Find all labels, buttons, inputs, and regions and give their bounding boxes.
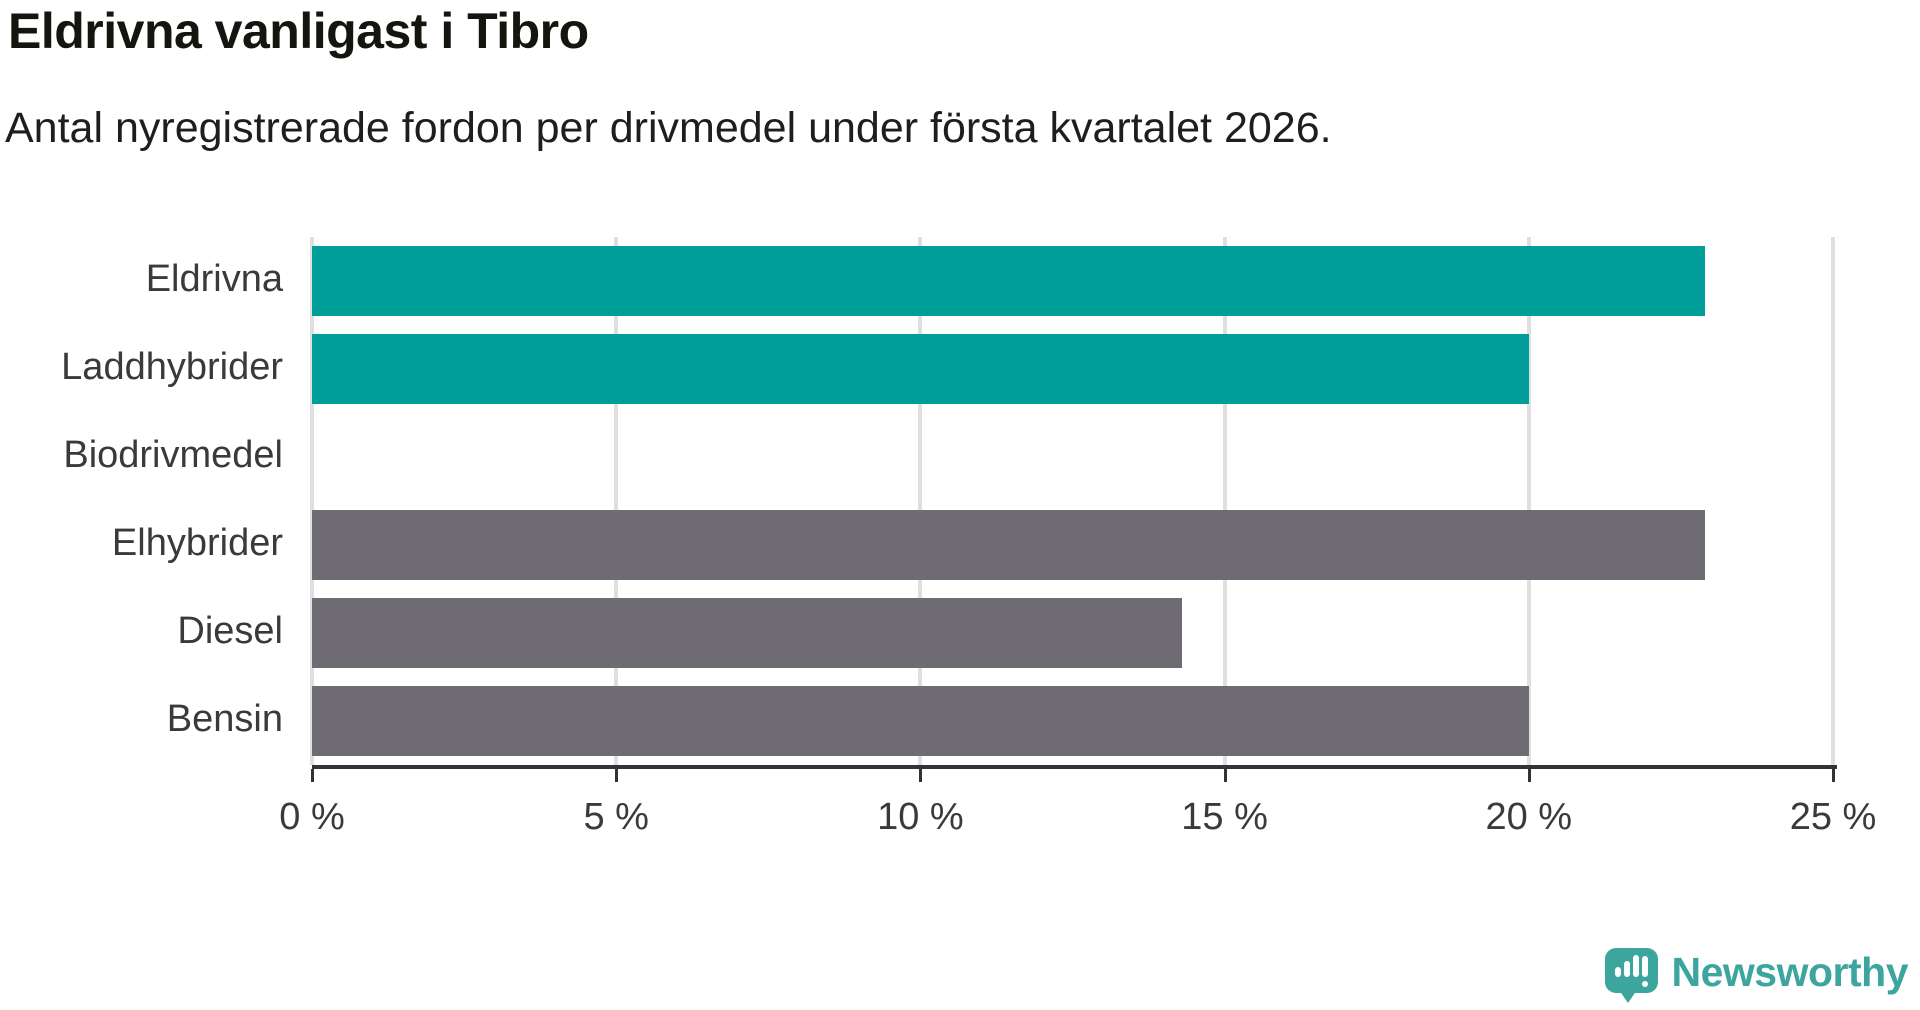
bar-elhybrider — [312, 510, 1706, 580]
bar-laddhybrider — [312, 334, 1529, 404]
chart-subtitle: Antal nyregistrerade fordon per drivmede… — [5, 104, 1332, 152]
category-label-eldrivna: Eldrivna — [145, 257, 283, 300]
bar-eldrivna — [312, 246, 1706, 316]
bar-diesel — [312, 598, 1182, 668]
gridline-0 — [310, 237, 314, 765]
bar-bensin — [312, 686, 1529, 756]
newsworthy-logo: Newsworthy — [1604, 942, 1909, 1003]
x-axis-tick-label-15: 15 % — [1181, 796, 1268, 838]
x-axis-tick-5 — [615, 769, 619, 782]
category-label-bensin: Bensin — [166, 697, 283, 740]
x-axis-tick-label-5: 5 % — [583, 796, 649, 838]
x-axis-tick-label-0: 0 % — [279, 796, 345, 838]
category-label-biodrivmedel: Biodrivmedel — [63, 433, 283, 476]
category-label-diesel: Diesel — [177, 609, 283, 652]
category-label-laddhybrider: Laddhybrider — [61, 345, 283, 388]
gridline-5 — [614, 237, 619, 765]
newsworthy-speech-bubble-chart-icon — [1604, 942, 1658, 1003]
x-axis-tick-20 — [1527, 769, 1531, 782]
chart-title: Eldrivna vanligast i Tibro — [8, 3, 589, 59]
gridline-20 — [1526, 237, 1531, 765]
x-axis-tick-0 — [311, 769, 314, 782]
x-axis-tick-25 — [1832, 769, 1835, 782]
x-axis-line — [312, 765, 1837, 769]
newsworthy-logo-text: Newsworthy — [1671, 948, 1909, 995]
x-axis-tick-label-20: 20 % — [1485, 796, 1573, 838]
x-axis-tick-label-25: 25 % — [1789, 796, 1877, 838]
x-axis-tick-15 — [1223, 769, 1227, 782]
gridline-10 — [918, 237, 923, 765]
gridline-25 — [1831, 237, 1835, 765]
x-axis-tick-10 — [919, 769, 923, 782]
category-label-elhybrider: Elhybrider — [111, 521, 283, 564]
gridline-15 — [1222, 237, 1227, 765]
x-axis-tick-label-10: 10 % — [877, 796, 964, 838]
